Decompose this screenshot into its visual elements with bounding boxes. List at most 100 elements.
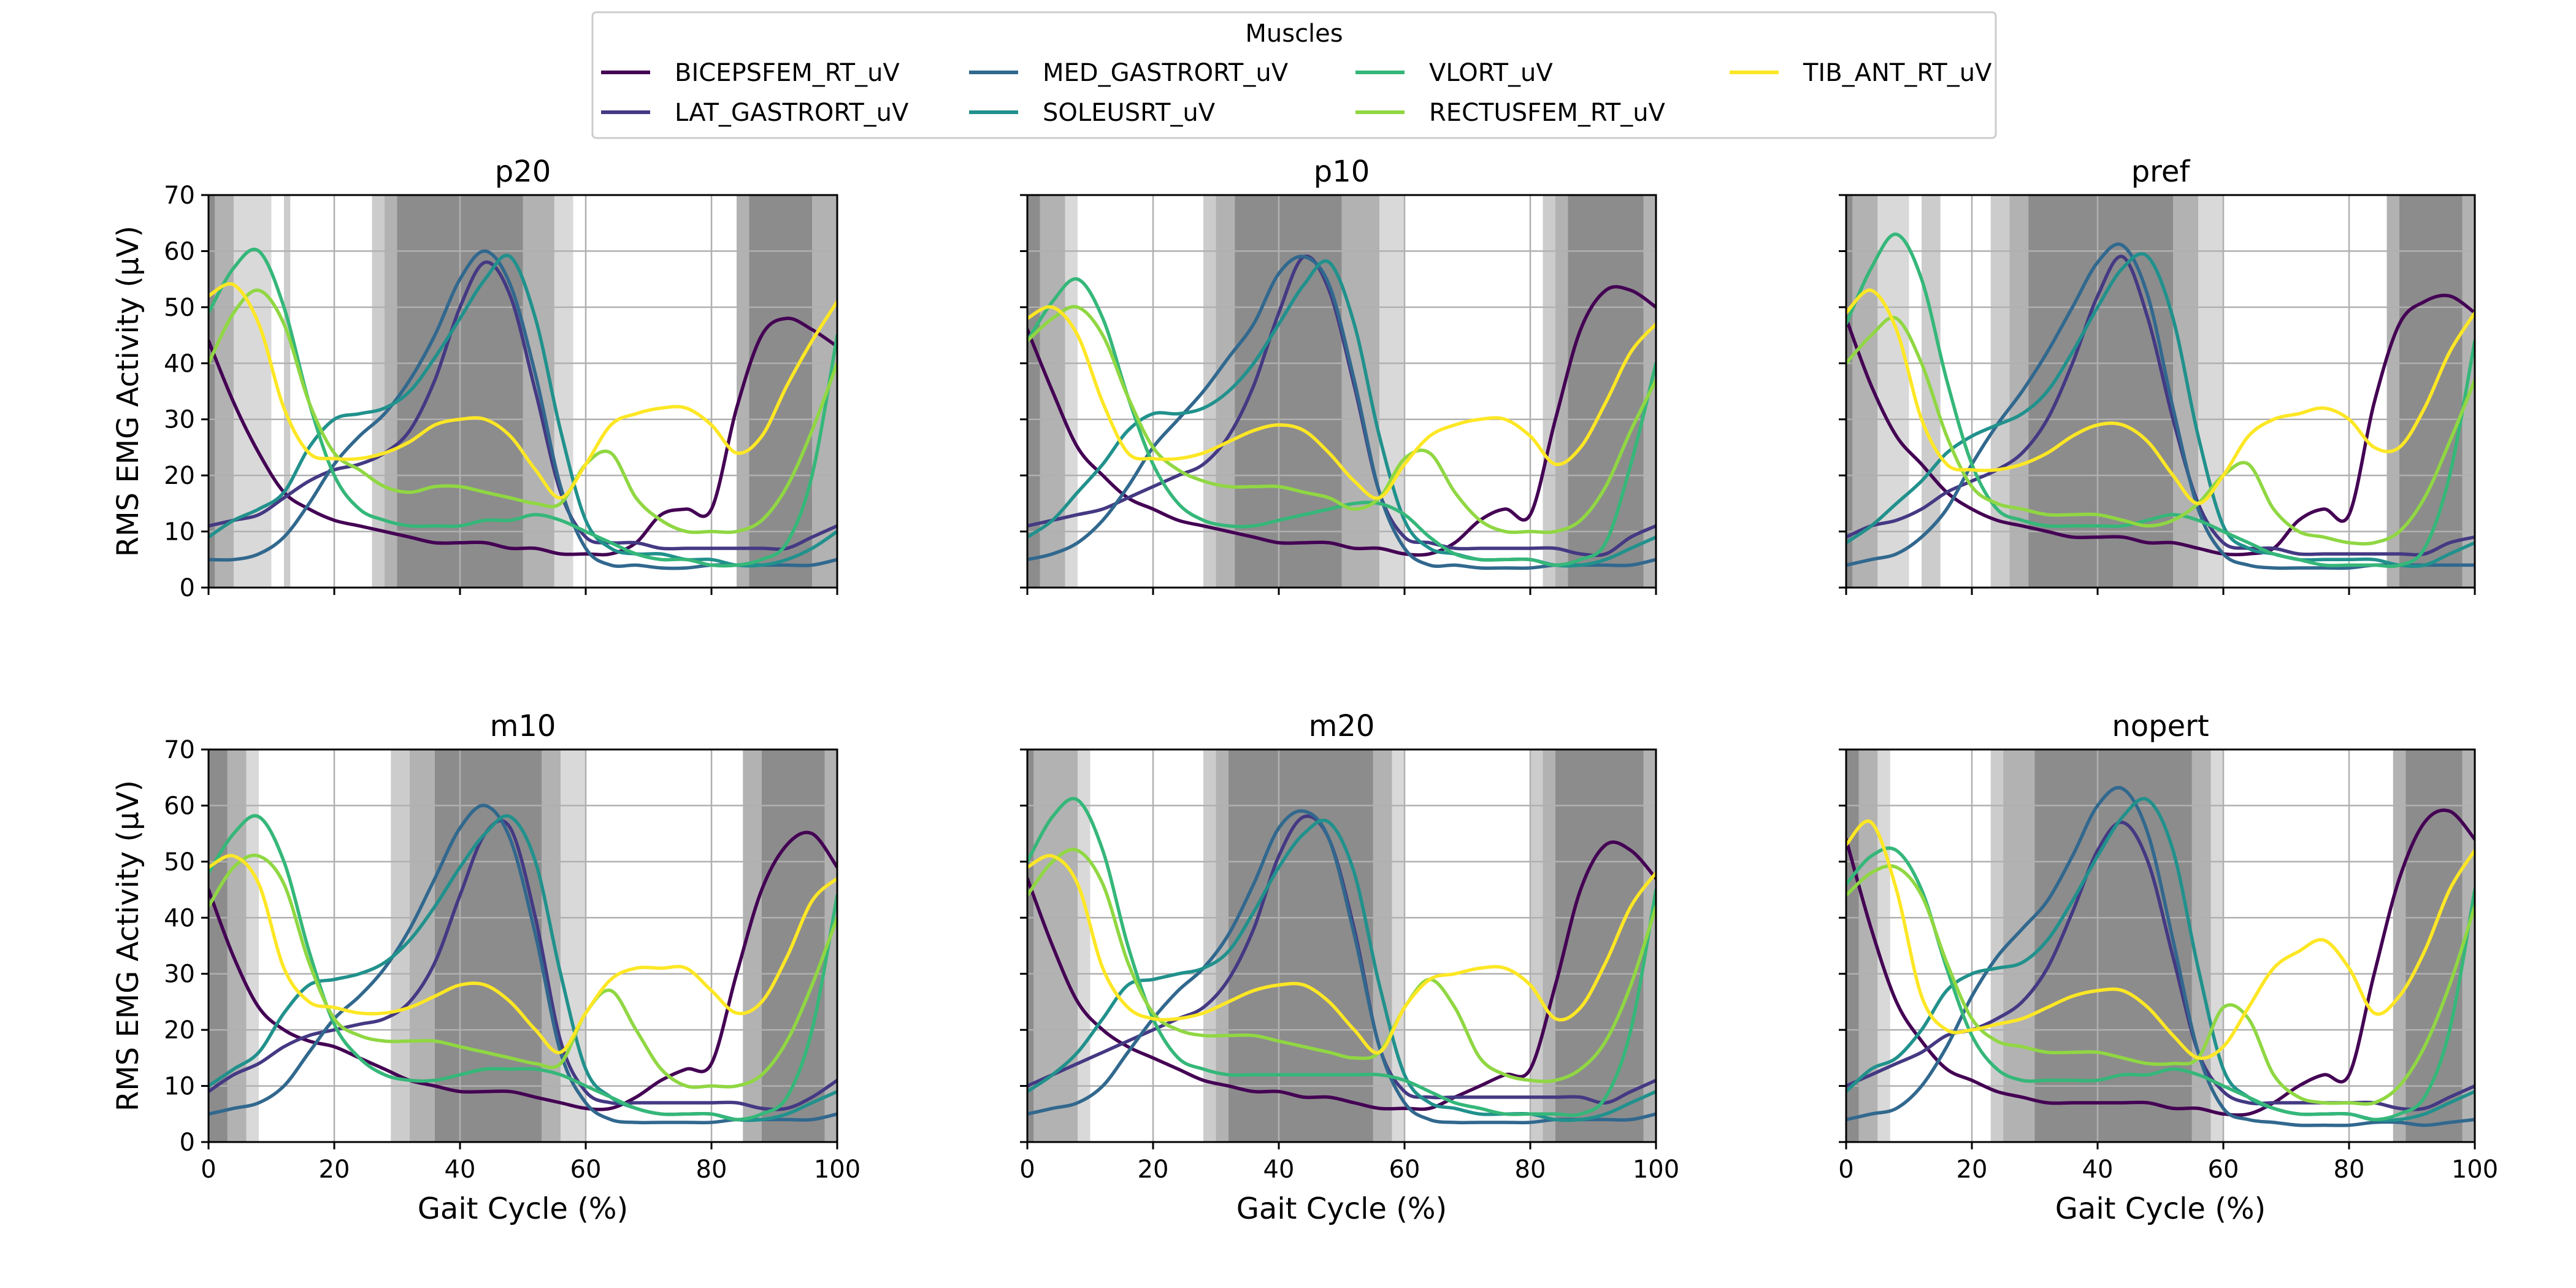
phase-shading (1846, 749, 2475, 1142)
x-tick-label: 40 (2082, 1156, 2114, 1184)
plot-area (1027, 195, 1656, 588)
panels: 0 10 20 30 40 50 60 70 p20 RMS EMG Activity (µV) p… (111, 155, 2498, 1226)
x-tick-label: 80 (1515, 1156, 1546, 1184)
plot-area (1027, 749, 1656, 1142)
phase-band (1065, 195, 1078, 588)
phase-band (1027, 195, 1040, 588)
series-line-MED_GASTRORT_uV (1027, 255, 1656, 570)
plot-frame (1845, 194, 2476, 589)
series-line-TIB_ANT_RT_uV (1027, 854, 1656, 1055)
panel-title: m10 (490, 709, 556, 743)
phase-band (2393, 749, 2406, 1142)
legend-label: SOLEUSRT_uV (1043, 99, 1216, 127)
series-lines (1027, 797, 1656, 1125)
ticks: 0 20 40 60 80 100 (1019, 748, 1679, 1184)
x-axis-label: Gait Cycle (%) (2055, 1192, 2266, 1226)
y-tick-label: 30 (164, 406, 195, 434)
panel-title: nopert (2112, 709, 2209, 743)
x-tick-label: 60 (1389, 1156, 1420, 1184)
phase-band (1341, 195, 1379, 588)
x-tick-label: 0 (1019, 1156, 1035, 1184)
x-tick-label: 80 (696, 1156, 727, 1184)
series-lines (1846, 232, 2475, 570)
ticks: 0 20 40 60 80 100 0 10 20 30 40 50 60 70 (164, 736, 861, 1184)
series-line-RECTUSFEM_RT_uV (209, 288, 837, 534)
phase-band (1216, 195, 1235, 588)
phase-band (246, 749, 259, 1142)
phase-band (1027, 749, 1034, 1142)
phase-band (1858, 749, 1878, 1142)
phase-band (1568, 195, 1644, 588)
phase-band (1877, 195, 1909, 588)
legend-entry: VLORT_uV (1355, 59, 1553, 87)
series-line-TIB_ANT_RT_uV (1027, 305, 1656, 500)
x-tick-label: 40 (445, 1156, 476, 1184)
phase-band (2462, 749, 2475, 1142)
series-line-SOLEUSRT_uV (1846, 252, 2475, 568)
x-axis-label: Gait Cycle (%) (1236, 1192, 1447, 1226)
phase-band (1078, 749, 1091, 1142)
legend-entry: MED_GASTRORT_uV (969, 59, 1289, 87)
x-tick-label: 60 (570, 1156, 602, 1184)
series-line-RECTUSFEM_RT_uV (1846, 315, 2475, 546)
phase-band (209, 195, 215, 588)
legend-label: MED_GASTRORT_uV (1043, 59, 1289, 87)
panel-pref: pref (1839, 155, 2476, 595)
legend-frame (591, 11, 1997, 139)
phase-band (1990, 195, 2010, 588)
ticks: 0 20 40 60 80 100 (1838, 748, 2498, 1184)
phase-band (2405, 749, 2463, 1142)
panel-p10: p10 (1020, 155, 1657, 595)
y-tick-label: 70 (164, 182, 195, 210)
x-tick-label: 20 (1138, 1156, 1169, 1184)
series-line-RECTUSFEM_RT_uV (1846, 864, 2475, 1106)
phase-band (2173, 195, 2198, 588)
x-tick-label: 20 (1957, 1156, 1988, 1184)
phase-shading (1027, 749, 1656, 1142)
x-tick-label: 100 (1633, 1156, 1679, 1184)
phase-band (2009, 195, 2029, 588)
phase-band (1229, 749, 1373, 1142)
series-line-MED_GASTRORT_uV (1846, 242, 2475, 570)
legend-entry: TIB_ANT_RT_uV (1730, 59, 1992, 87)
series-line-RECTUSFEM_RT_uV (1027, 305, 1656, 534)
y-tick-label: 60 (164, 792, 195, 820)
y-tick-label: 20 (164, 1016, 195, 1045)
phase-band (1990, 749, 2004, 1142)
legend-label: BICEPSFEM_RT_uV (675, 59, 900, 87)
phase-band (385, 195, 397, 588)
phase-band (554, 195, 573, 588)
phase-shading (209, 749, 837, 1142)
series-line-MED_GASTRORT_uV (209, 803, 837, 1125)
legend-entry: RECTUSFEM_RT_uV (1355, 99, 1666, 127)
legend: Muscles BICEPSFEM_RT_uV LAT_GASTRORT_uV ME… (591, 11, 1997, 139)
x-tick-label: 100 (814, 1156, 861, 1184)
y-tick-label: 50 (164, 848, 195, 876)
y-axis-label: RMS EMG Activity (µV) (111, 226, 145, 557)
x-tick-label: 40 (1263, 1156, 1295, 1184)
plot-frame (1845, 748, 2476, 1143)
x-tick-label: 0 (1838, 1156, 1853, 1184)
phase-band (372, 195, 385, 588)
series-line-RECTUSFEM_RT_uV (1027, 848, 1656, 1083)
phase-band (1877, 749, 1890, 1142)
phase-band (812, 195, 837, 588)
series-line-SOLEUSRT_uV (209, 253, 837, 568)
ticks (1020, 194, 1657, 595)
legend-label: LAT_GASTRORT_uV (675, 99, 909, 127)
series-line-VLORT_uV (1027, 797, 1656, 1117)
y-tick-label: 0 (180, 1129, 195, 1157)
legend-entry: SOLEUSRT_uV (969, 99, 1216, 127)
y-tick-label: 20 (164, 462, 195, 490)
panel-title: pref (2131, 155, 2191, 189)
plot-area (209, 749, 837, 1142)
phase-band (1643, 749, 1656, 1142)
panel-title: p10 (1314, 155, 1370, 189)
series-line-TIB_ANT_RT_uV (209, 854, 837, 1054)
series-line-VLORT_uV (1846, 232, 2475, 569)
ticks: 0 10 20 30 40 50 60 70 (164, 182, 838, 602)
phase-band (2028, 195, 2173, 588)
panel-m20: 0 20 40 60 80 100 m20 Gait Cycle (%) (1019, 709, 1679, 1226)
x-axis-label: Gait Cycle (%) (418, 1192, 629, 1226)
